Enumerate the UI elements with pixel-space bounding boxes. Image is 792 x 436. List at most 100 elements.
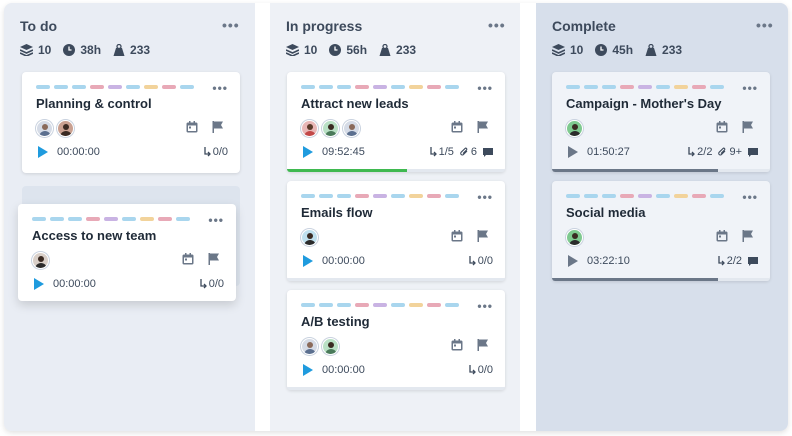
play-icon[interactable] (568, 255, 578, 267)
avatar[interactable] (301, 120, 318, 137)
tag-list (566, 85, 724, 89)
play-icon[interactable] (303, 146, 313, 158)
stat-hours: 38h (63, 43, 101, 57)
avatar[interactable] (301, 338, 318, 355)
calendar-icon[interactable] (186, 121, 198, 133)
card-more-icon[interactable]: ••• (477, 299, 493, 313)
subtask-icon (429, 147, 437, 157)
column-gap (255, 3, 270, 431)
card-title: Campaign - Mother's Day (566, 96, 722, 111)
card-more-icon[interactable]: ••• (742, 81, 758, 95)
tag-pill (584, 194, 598, 198)
task-card[interactable]: ••• Access to new team 00:00:00 0/0 (18, 204, 236, 301)
play-icon[interactable] (568, 146, 578, 158)
progress-fill (552, 278, 718, 281)
tag-pill (54, 85, 68, 89)
calendar-icon[interactable] (451, 121, 463, 133)
tag-pill (355, 303, 369, 307)
column-more-icon[interactable]: ••• (222, 17, 240, 33)
tag-pill (391, 85, 405, 89)
progress-fill (552, 169, 718, 172)
task-card[interactable]: ••• Planning & control 00:00:00 0/0 (22, 72, 240, 173)
stat-tasks-value: 10 (570, 43, 584, 57)
tag-pill (50, 217, 64, 221)
timer-value: 00:00:00 (322, 255, 365, 267)
tag-list (32, 217, 190, 221)
flag-icon[interactable] (477, 339, 489, 351)
play-icon[interactable] (38, 146, 48, 158)
calendar-icon[interactable] (716, 230, 728, 242)
flag-icon[interactable] (208, 253, 220, 265)
calendar-icon[interactable] (451, 339, 463, 351)
paperclip-icon (718, 147, 726, 156)
card-actions (451, 121, 489, 133)
subtask-icon (469, 256, 476, 266)
tag-list (301, 85, 459, 89)
card-meta: 1/5 6 (429, 146, 493, 158)
subtasks: 2/2 (718, 255, 742, 267)
column-more-icon[interactable]: ••• (488, 17, 506, 33)
tag-pill (337, 85, 351, 89)
tag-pill (710, 194, 724, 198)
comment-icon[interactable] (483, 147, 493, 157)
progress-bar (287, 387, 505, 390)
stat-tasks-value: 10 (38, 43, 52, 57)
comment-icon[interactable] (748, 147, 758, 157)
flag-icon[interactable] (742, 121, 754, 133)
assignee-list (301, 338, 339, 355)
task-card[interactable]: ••• Attract new leads 09:52:45 1/5 6 (287, 72, 505, 172)
avatar[interactable] (301, 229, 318, 246)
avatar[interactable] (566, 229, 583, 246)
stat-weight-value: 233 (130, 43, 151, 57)
stat-tasks: 10 (20, 43, 51, 57)
avatar[interactable] (322, 120, 339, 137)
column-more-icon[interactable]: ••• (756, 17, 774, 33)
avatar[interactable] (566, 120, 583, 137)
calendar-icon[interactable] (716, 121, 728, 133)
avatar[interactable] (343, 120, 360, 137)
avatar[interactable] (322, 338, 339, 355)
tag-pill (409, 194, 423, 198)
play-icon[interactable] (303, 364, 313, 376)
subtasks-value: 0/0 (208, 278, 224, 290)
stat-hours-value: 56h (346, 43, 368, 57)
comment-icon[interactable] (748, 256, 758, 266)
avatar[interactable] (32, 252, 49, 269)
card-actions (186, 121, 224, 133)
tag-pill (445, 194, 459, 198)
task-card[interactable]: ••• A/B testing 00:00:00 0/0 (287, 290, 505, 390)
card-more-icon[interactable]: ••• (477, 190, 493, 204)
card-more-icon[interactable]: ••• (477, 81, 493, 95)
clock-icon (63, 44, 76, 56)
card-more-icon[interactable]: ••• (208, 213, 224, 227)
calendar-icon[interactable] (182, 253, 194, 265)
flag-icon[interactable] (477, 230, 489, 242)
card-more-icon[interactable]: ••• (212, 81, 228, 95)
stat-weight: 233 (645, 43, 682, 57)
tag-pill (391, 303, 405, 307)
subtask-icon (200, 279, 207, 289)
tag-pill (337, 194, 351, 198)
subtasks: 0/0 (469, 364, 493, 376)
tag-pill (319, 194, 333, 198)
flag-icon[interactable] (212, 121, 224, 133)
task-card[interactable]: ••• Social media 03:22:10 2/2 (552, 181, 770, 281)
avatar[interactable] (57, 120, 74, 137)
tag-pill (656, 194, 670, 198)
card-more-icon[interactable]: ••• (742, 190, 758, 204)
tag-pill (602, 85, 616, 89)
card-actions (716, 230, 754, 242)
flag-icon[interactable] (477, 121, 489, 133)
play-icon[interactable] (34, 278, 44, 290)
tag-pill (319, 85, 333, 89)
tag-pill (126, 85, 140, 89)
task-card[interactable]: ••• Campaign - Mother's Day 01:50:27 2/2… (552, 72, 770, 172)
task-card[interactable]: ••• Emails flow 00:00:00 0/0 (287, 181, 505, 281)
play-icon[interactable] (303, 255, 313, 267)
avatar[interactable] (36, 120, 53, 137)
tag-list (36, 85, 194, 89)
calendar-icon[interactable] (451, 230, 463, 242)
column-in-progress: In progress ••• 10 56h 233 ••• Attract n… (270, 3, 520, 431)
flag-icon[interactable] (742, 230, 754, 242)
tag-pill (162, 85, 176, 89)
